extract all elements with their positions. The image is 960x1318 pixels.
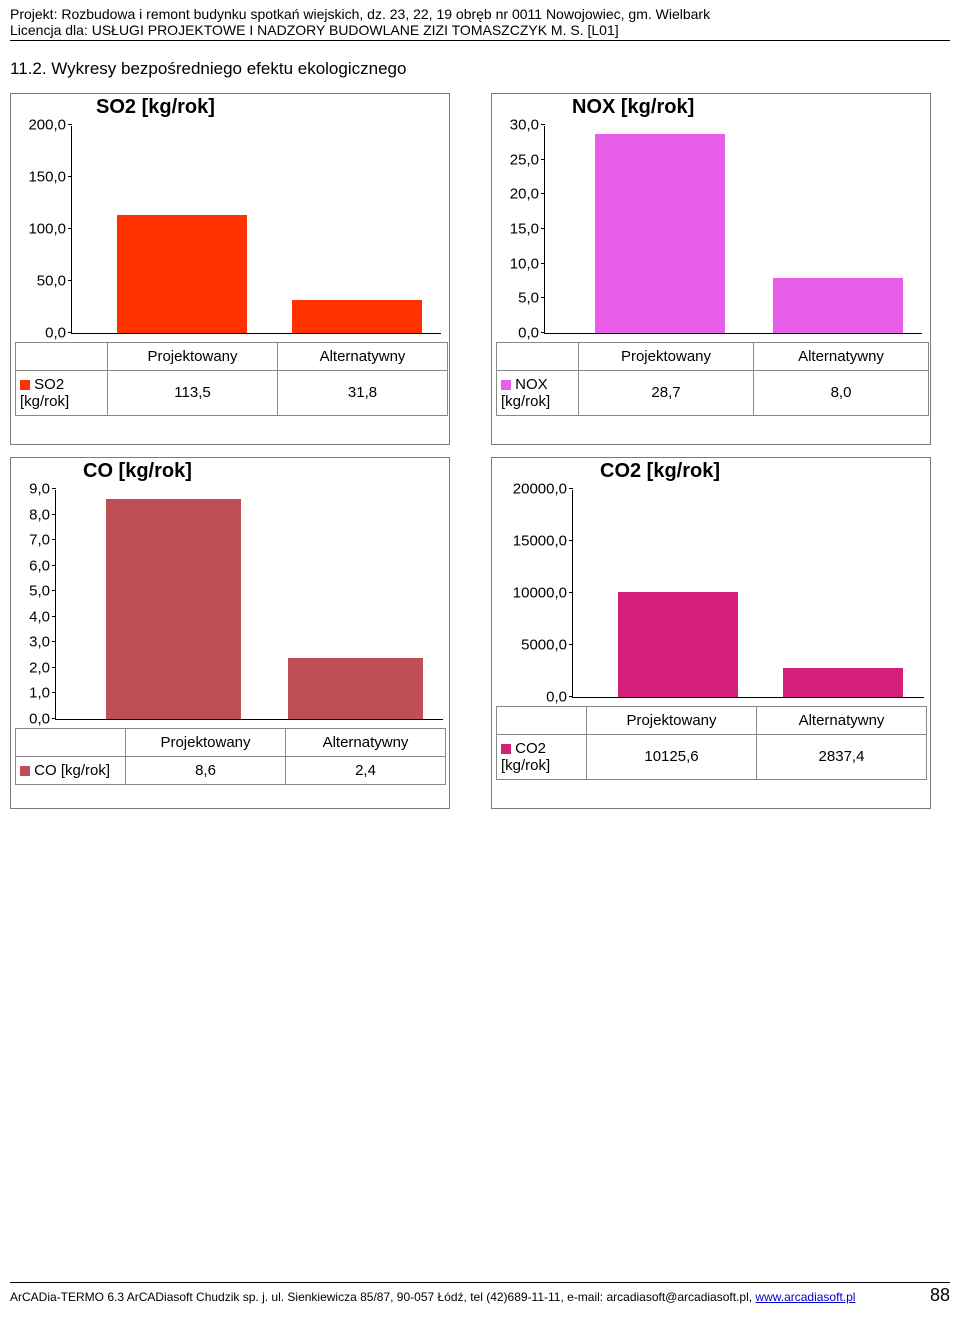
y-tick-label: 25,0 xyxy=(510,151,545,168)
y-tick-label: 20000,0 xyxy=(513,481,573,498)
bar xyxy=(288,658,423,719)
table-corner xyxy=(16,343,108,371)
table-header: Projektowany xyxy=(126,729,286,757)
table-header: Alternatywny xyxy=(754,343,929,371)
chart-data-table: ProjektowanyAlternatywny CO2[kg/rok]1012… xyxy=(496,706,927,780)
table-legend-cell: SO2[kg/rok] xyxy=(16,371,108,416)
table-value: 31,8 xyxy=(278,371,448,416)
table-header: Alternatywny xyxy=(757,707,927,735)
table-legend-cell: CO [kg/rok] xyxy=(16,757,126,785)
legend-label: CO [kg/rok] xyxy=(30,762,110,779)
y-tick-label: 4,0 xyxy=(29,608,56,625)
table-value: 113,5 xyxy=(108,371,278,416)
footer-link[interactable]: www.arcadiasoft.pl xyxy=(755,1290,855,1304)
plot-area: 0,05000,010000,015000,020000,0 xyxy=(572,490,924,698)
footer-text: ArCADia-TERMO 6.3 ArCADiasoft Chudzik sp… xyxy=(10,1290,755,1304)
y-tick-label: 50,0 xyxy=(37,273,72,290)
table-header: Projektowany xyxy=(587,707,757,735)
y-tick-label: 3,0 xyxy=(29,634,56,651)
table-corner xyxy=(16,729,126,757)
y-tick-label: 2,0 xyxy=(29,659,56,676)
chart-title: SO2 [kg/rok] xyxy=(96,96,215,119)
header-project: Projekt: Rozbudowa i remont budynku spot… xyxy=(10,6,950,22)
y-tick-label: 10,0 xyxy=(510,255,545,272)
y-tick-label: 5,0 xyxy=(518,290,545,307)
chart-title: CO [kg/rok] xyxy=(83,460,192,483)
chart-nox: NOX [kg/rok]0,05,010,015,020,025,030,0Pr… xyxy=(491,93,931,445)
y-tick-label: 5,0 xyxy=(29,583,56,600)
y-tick-label: 30,0 xyxy=(510,117,545,134)
plot-area: 0,01,02,03,04,05,06,07,08,09,0 xyxy=(55,490,443,720)
bar xyxy=(595,134,725,333)
chart-co2: CO2 [kg/rok]0,05000,010000,015000,020000… xyxy=(491,457,931,809)
y-tick-label: 1,0 xyxy=(29,685,56,702)
y-tick-label: 5000,0 xyxy=(521,637,573,654)
y-tick-label: 0,0 xyxy=(29,711,56,728)
table-value: 28,7 xyxy=(579,371,754,416)
table-legend-cell: NOX[kg/rok] xyxy=(497,371,579,416)
bar xyxy=(106,499,241,719)
y-tick-label: 8,0 xyxy=(29,506,56,523)
chart-so2: SO2 [kg/rok]0,050,0100,0150,0200,0Projek… xyxy=(10,93,450,445)
bar xyxy=(773,278,903,333)
bar xyxy=(117,215,247,333)
table-value: 2837,4 xyxy=(757,735,927,780)
footer: ArCADia-TERMO 6.3 ArCADiasoft Chudzik sp… xyxy=(10,1282,950,1306)
y-tick-label: 9,0 xyxy=(29,481,56,498)
y-tick-label: 6,0 xyxy=(29,557,56,574)
table-value: 2,4 xyxy=(286,757,446,785)
header-license: Licencja dla: USŁUGI PROJEKTOWE I NADZOR… xyxy=(10,22,950,41)
y-tick-label: 20,0 xyxy=(510,186,545,203)
y-tick-label: 7,0 xyxy=(29,532,56,549)
legend-swatch xyxy=(20,766,30,776)
chart-grid: SO2 [kg/rok]0,050,0100,0150,0200,0Projek… xyxy=(10,93,950,809)
chart-title: NOX [kg/rok] xyxy=(572,96,694,119)
bar xyxy=(618,592,738,697)
bar xyxy=(783,668,903,698)
table-header: Alternatywny xyxy=(286,729,446,757)
table-header: Projektowany xyxy=(579,343,754,371)
table-corner xyxy=(497,343,579,371)
y-tick-label: 0,0 xyxy=(518,325,545,342)
chart-data-table: ProjektowanyAlternatywny SO2[kg/rok]113,… xyxy=(15,342,448,416)
y-tick-label: 15,0 xyxy=(510,221,545,238)
legend-swatch xyxy=(20,380,30,390)
table-value: 8,0 xyxy=(754,371,929,416)
section-title: 11.2. Wykresy bezpośredniego efektu ekol… xyxy=(10,59,950,79)
chart-title: CO2 [kg/rok] xyxy=(600,460,720,483)
page-number: 88 xyxy=(930,1285,950,1306)
table-header: Projektowany xyxy=(108,343,278,371)
table-value: 10125,6 xyxy=(587,735,757,780)
table-legend-cell: CO2[kg/rok] xyxy=(497,735,587,780)
legend-swatch xyxy=(501,380,511,390)
table-header: Alternatywny xyxy=(278,343,448,371)
y-tick-label: 200,0 xyxy=(28,117,72,134)
bar xyxy=(292,300,422,333)
chart-data-table: ProjektowanyAlternatywny NOX[kg/rok]28,7… xyxy=(496,342,929,416)
y-tick-label: 15000,0 xyxy=(513,533,573,550)
y-tick-label: 150,0 xyxy=(28,169,72,186)
chart-co: CO [kg/rok]0,01,02,03,04,05,06,07,08,09,… xyxy=(10,457,450,809)
chart-data-table: ProjektowanyAlternatywny CO [kg/rok] 8,62… xyxy=(15,728,446,785)
y-tick-label: 100,0 xyxy=(28,221,72,238)
table-value: 8,6 xyxy=(126,757,286,785)
y-tick-label: 0,0 xyxy=(546,689,573,706)
plot-area: 0,05,010,015,020,025,030,0 xyxy=(544,126,922,334)
y-tick-label: 0,0 xyxy=(45,325,72,342)
y-tick-label: 10000,0 xyxy=(513,585,573,602)
plot-area: 0,050,0100,0150,0200,0 xyxy=(71,126,441,334)
legend-swatch xyxy=(501,744,511,754)
table-corner xyxy=(497,707,587,735)
